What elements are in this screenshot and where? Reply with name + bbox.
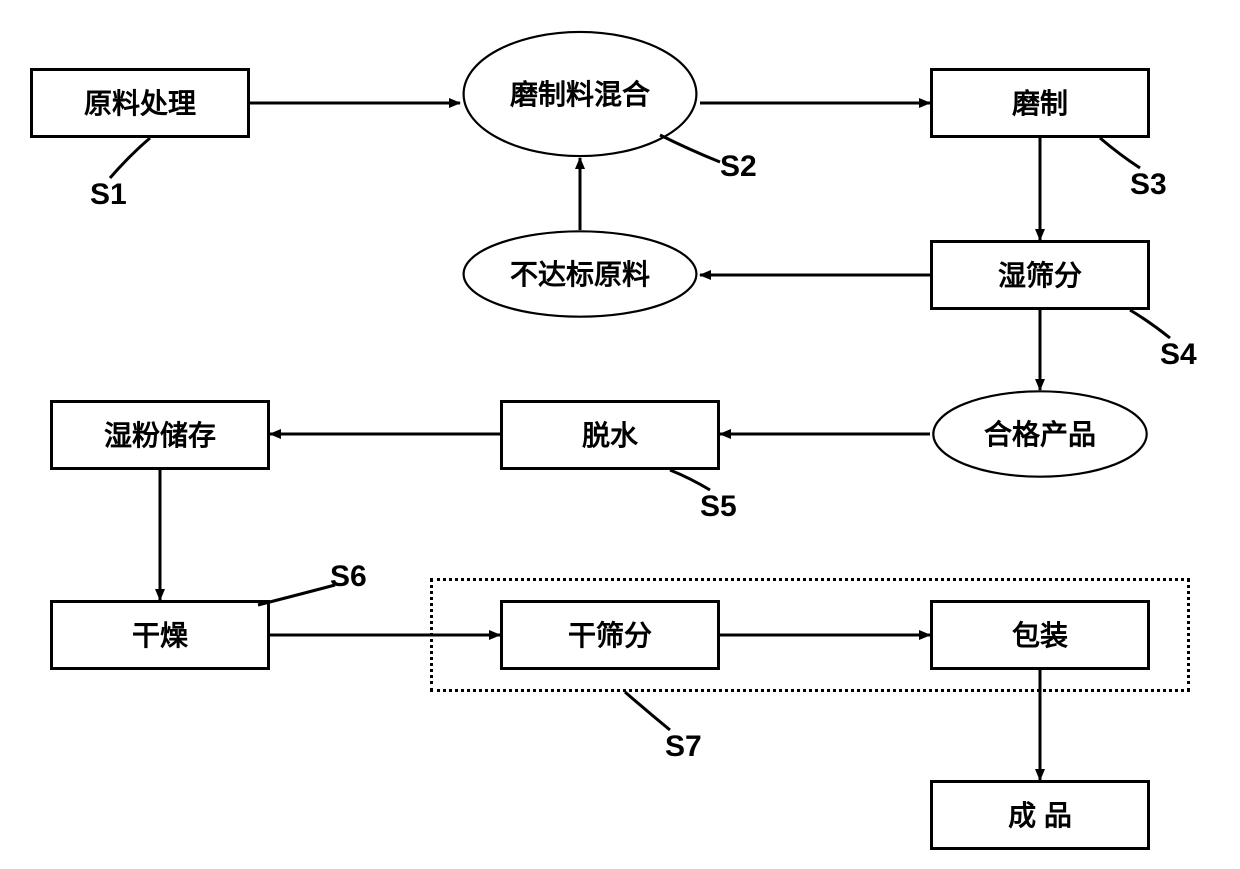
flowchart-canvas: 原料处理 磨制料混合 磨制 不达标原料 湿筛分 合格产品 脱水 湿粉储存 干燥 … (0, 0, 1240, 869)
